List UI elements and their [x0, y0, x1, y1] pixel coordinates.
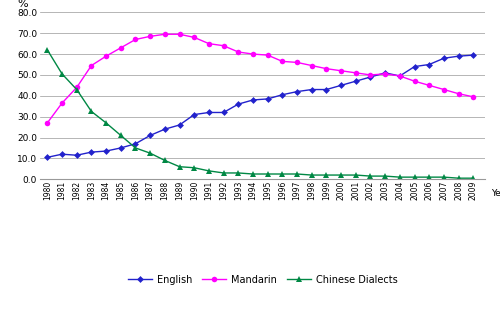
Chinese Dialects: [308, 173, 314, 177]
Chinese Dialects: [74, 88, 80, 91]
English: [147, 133, 153, 137]
English: [308, 88, 314, 91]
Mandarin: [236, 50, 242, 54]
Mandarin: [220, 44, 226, 48]
Mandarin: [441, 88, 447, 91]
Mandarin: [470, 95, 476, 99]
Mandarin: [147, 35, 153, 38]
English: [280, 93, 285, 97]
Chinese Dialects: [264, 172, 270, 176]
Legend: English, Mandarin, Chinese Dialects: English, Mandarin, Chinese Dialects: [124, 271, 402, 289]
Chinese Dialects: [59, 72, 65, 76]
English: [264, 97, 270, 101]
English: [88, 150, 94, 154]
Chinese Dialects: [103, 121, 109, 125]
Mandarin: [132, 38, 138, 41]
Chinese Dialects: [368, 174, 374, 178]
Mandarin: [118, 46, 124, 50]
English: [412, 65, 418, 68]
English: [324, 88, 330, 91]
Chinese Dialects: [324, 173, 330, 177]
English: [191, 113, 197, 116]
Chinese Dialects: [162, 159, 168, 162]
Chinese Dialects: [412, 175, 418, 179]
Mandarin: [338, 69, 344, 73]
Chinese Dialects: [441, 175, 447, 179]
Line: Chinese Dialects: Chinese Dialects: [44, 47, 476, 181]
English: [59, 152, 65, 156]
Mandarin: [324, 67, 330, 70]
English: [206, 111, 212, 114]
Chinese Dialects: [397, 175, 403, 179]
English: [368, 75, 374, 79]
Chinese Dialects: [426, 175, 432, 179]
Mandarin: [353, 71, 359, 75]
Mandarin: [74, 86, 80, 89]
Chinese Dialects: [294, 172, 300, 176]
English: [236, 102, 242, 106]
English: [470, 53, 476, 57]
Mandarin: [44, 121, 51, 125]
English: [294, 90, 300, 93]
Mandarin: [368, 73, 374, 77]
Chinese Dialects: [382, 174, 388, 178]
English: [338, 83, 344, 87]
Chinese Dialects: [456, 176, 462, 180]
Chinese Dialects: [353, 173, 359, 177]
Chinese Dialects: [236, 171, 242, 175]
Mandarin: [426, 83, 432, 87]
Mandarin: [88, 64, 94, 67]
English: [353, 79, 359, 83]
English: [118, 146, 124, 150]
English: [426, 63, 432, 66]
English: [132, 142, 138, 146]
English: [441, 56, 447, 60]
Chinese Dialects: [176, 165, 182, 169]
Mandarin: [294, 61, 300, 64]
English: [74, 153, 80, 157]
Chinese Dialects: [220, 171, 226, 175]
English: [397, 74, 403, 78]
Chinese Dialects: [470, 176, 476, 180]
Chinese Dialects: [338, 173, 344, 177]
Line: Mandarin: Mandarin: [44, 32, 476, 126]
Mandarin: [250, 52, 256, 56]
Y-axis label: %: %: [17, 0, 28, 9]
English: [162, 127, 168, 131]
Mandarin: [176, 32, 182, 36]
English: [250, 98, 256, 102]
Mandarin: [162, 32, 168, 36]
Mandarin: [382, 72, 388, 76]
Chinese Dialects: [147, 151, 153, 155]
Line: English: English: [45, 53, 476, 160]
Mandarin: [308, 64, 314, 67]
Chinese Dialects: [88, 110, 94, 113]
Chinese Dialects: [280, 172, 285, 176]
Mandarin: [397, 74, 403, 78]
Chinese Dialects: [44, 48, 51, 52]
English: [176, 123, 182, 127]
Mandarin: [191, 36, 197, 39]
Chinese Dialects: [132, 146, 138, 150]
Chinese Dialects: [191, 166, 197, 170]
Chinese Dialects: [118, 133, 124, 137]
Mandarin: [103, 54, 109, 58]
Mandarin: [206, 42, 212, 45]
Mandarin: [280, 60, 285, 63]
Chinese Dialects: [206, 169, 212, 173]
Mandarin: [456, 92, 462, 95]
Text: Year: Year: [491, 188, 500, 198]
English: [220, 111, 226, 114]
English: [103, 149, 109, 153]
Mandarin: [412, 79, 418, 83]
English: [382, 71, 388, 75]
English: [44, 155, 51, 159]
Mandarin: [59, 101, 65, 105]
English: [456, 54, 462, 58]
Mandarin: [264, 53, 270, 57]
Chinese Dialects: [250, 172, 256, 176]
